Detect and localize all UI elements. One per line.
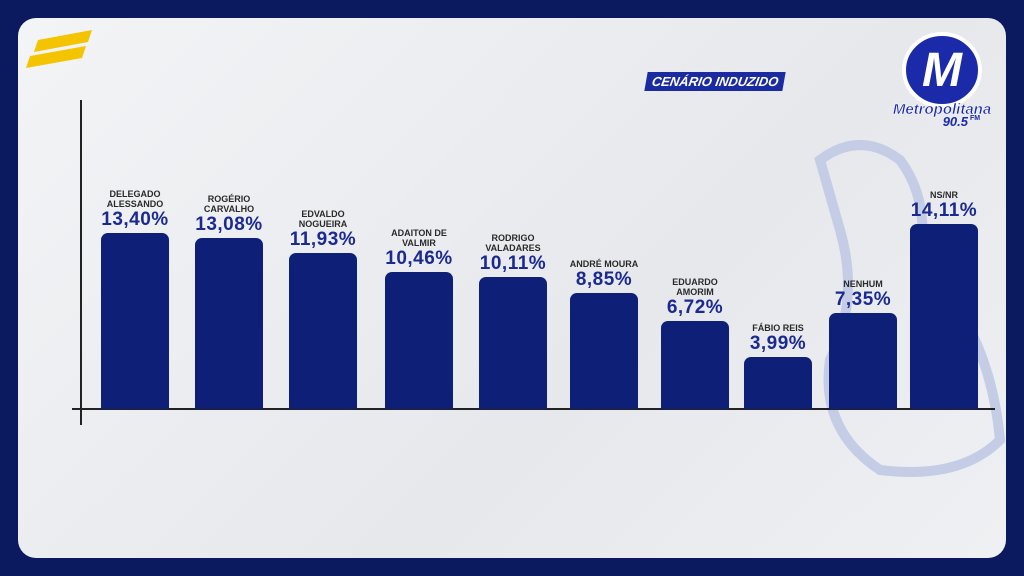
category-label: RODRIGO VALADARES [485,232,541,253]
logo-frequency: 90.5 [943,114,969,129]
value-label: 8,85% [575,269,633,291]
bar-label-group: DELEGADO ALESSANDO 13,40% [85,189,185,231]
bar-label-group: ROGÉRIO CARVALHO 13,08% [179,194,279,236]
logo-band: FM [970,115,980,122]
bar-label-group: FÁBIO REIS 3,99% [728,323,828,355]
bar-label-group: ADAITON DE VALMIR 10,46% [369,228,469,270]
category-label: NS/NR [929,190,958,201]
value-label: 13,40% [101,209,169,231]
category-label: FÁBIO REIS [752,322,804,333]
bar [910,224,978,409]
category-label: EDUARDO AMORIM [672,276,718,297]
value-label: 13,08% [195,213,263,235]
category-label: ROGÉRIO CARVALHO [203,193,255,214]
value-label: 10,11% [479,252,547,274]
value-label: 6,72% [666,296,724,318]
logo-stripe [26,46,86,68]
category-label: NENHUM [843,278,883,289]
bar-label-group: NS/NR 14,11% [894,190,994,222]
category-label: ANDRÉ MOURA [569,259,639,270]
value-label: 11,93% [289,228,357,250]
value-label: 3,99% [749,332,807,354]
bar [101,233,169,409]
bar-label-group: ANDRÉ MOURA 8,85% [554,259,654,291]
chart-title: CENÁRIO INDUZIDO [644,72,787,91]
category-label: EDVALDO NOGUEIRA [298,208,348,229]
logo-circle [902,32,982,108]
bar [195,237,263,409]
bar-label-group: NENHUM 7,35% [813,279,913,311]
logo-name: Metropolitana [893,101,991,118]
bar [829,312,897,409]
category-label: ADAITON DE VALMIR [391,227,447,248]
category-label: DELEGADO ALESSANDO [106,189,164,210]
logo-stripe [34,30,92,52]
value-label: 14,11% [910,200,978,222]
bar [744,356,812,409]
value-label: 7,35% [834,288,892,310]
bar-label-group: RODRIGO VALADARES 10,11% [463,233,563,275]
bar [570,293,638,409]
bar-label-group: EDVALDO NOGUEIRA 11,93% [273,209,373,251]
value-label: 10,46% [385,247,453,269]
bar [289,252,357,409]
bar [661,320,729,409]
logo-letter: M [922,44,963,97]
bar [479,276,547,409]
bar-label-group: EDUARDO AMORIM 6,72% [645,277,745,319]
bar [385,271,453,409]
